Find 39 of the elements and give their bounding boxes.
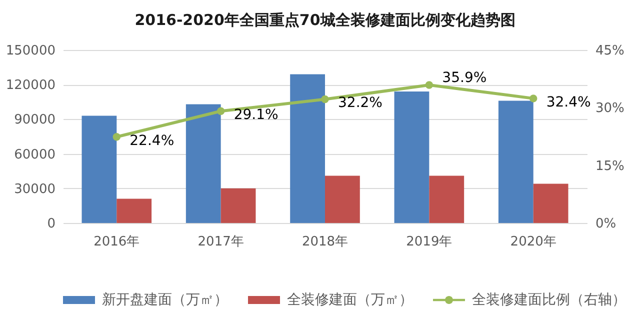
y2-tick-label: 15%	[596, 158, 624, 174]
data-label: 32.2%	[338, 95, 382, 112]
y-tick-label: 120000	[6, 78, 56, 94]
chart-title: 2016-2020年全国重点70城全装修建面比例变化趋势图	[134, 11, 516, 29]
bar	[290, 74, 325, 223]
bar	[82, 116, 117, 223]
point	[112, 133, 121, 141]
point	[216, 107, 225, 115]
data-label: 22.4%	[130, 132, 174, 149]
point	[529, 94, 538, 102]
y-tick-label: 90000	[14, 112, 56, 128]
data-label: 32.4%	[546, 94, 591, 110]
data-label: 35.9%	[442, 70, 487, 86]
x-tick-label: 2020年	[510, 234, 556, 250]
x-tick-label: 2016年	[94, 234, 140, 250]
bar	[533, 184, 568, 223]
y-tick-label: 30000	[14, 182, 56, 197]
legend-label: 新开盘建面（万㎡）	[102, 292, 228, 308]
y-tick-label: 60000	[14, 147, 56, 162]
bar	[116, 198, 152, 223]
y2-tick-label: 45%	[596, 44, 624, 58]
x-tick-label: 2018年	[302, 234, 348, 250]
y2-tick-label: 30%	[596, 101, 624, 116]
point	[321, 95, 329, 104]
point	[425, 81, 434, 89]
y-tick-label: 0	[47, 216, 56, 232]
y2-tick-label: 0%	[596, 216, 616, 232]
bar	[220, 188, 256, 223]
legend-label: 全装修建面（万㎡）	[287, 292, 413, 308]
y-tick-label: 150000	[6, 44, 56, 58]
bar	[325, 176, 360, 223]
bar	[429, 176, 464, 223]
data-label: 29.1%	[234, 107, 278, 124]
x-tick-label: 2019年	[406, 234, 452, 250]
bar	[186, 104, 221, 223]
legend-label: 全装修建面比例（右轴）	[472, 292, 626, 308]
bar	[498, 100, 534, 223]
x-tick-label: 2017年	[198, 234, 244, 250]
bar	[394, 92, 430, 223]
